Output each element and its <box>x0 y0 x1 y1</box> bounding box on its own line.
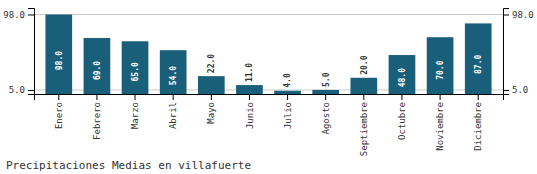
bar <box>465 23 492 94</box>
tick: Mayo <box>206 94 216 124</box>
bar <box>236 85 263 94</box>
bar <box>274 91 301 94</box>
bar <box>312 90 339 94</box>
data-label: 65.0 <box>131 62 140 81</box>
bars <box>45 14 491 94</box>
tick-mark <box>287 94 288 100</box>
plot: Enero Febrero Marzo Abril Mayo Junio Julio Agos… <box>3 9 533 157</box>
data-label: 20.0 <box>360 55 369 74</box>
tick-label: Agosto <box>321 102 331 135</box>
bar <box>389 55 416 94</box>
tick: Septiembre <box>359 94 369 156</box>
tick-label: Enero <box>54 102 64 129</box>
tick-mark <box>503 14 509 15</box>
tick-label: Febrero <box>92 102 102 140</box>
tick-mark <box>96 94 97 100</box>
tick-mark <box>503 90 509 91</box>
tick-label: Diciembre <box>473 102 483 151</box>
tick-mark <box>173 94 174 100</box>
tick-mark <box>440 94 441 100</box>
tick: Febrero <box>92 94 102 140</box>
bar <box>198 76 225 94</box>
tick-mark <box>401 94 402 100</box>
tick-mark <box>363 94 364 100</box>
tick-label: Noviembre <box>435 102 445 151</box>
bar <box>84 38 111 94</box>
data-label: 48.0 <box>398 68 407 87</box>
data-label: 22.0 <box>207 54 216 73</box>
data-label: 4.0 <box>283 73 292 88</box>
y2-axis: 5.0 98.0 <box>503 9 534 96</box>
bar <box>122 41 149 94</box>
tick: Diciembre <box>473 94 483 151</box>
tick-label: Octubre <box>397 102 407 140</box>
axis-line <box>35 95 504 101</box>
tick-label: Mayo <box>206 102 216 124</box>
data-label: 69.0 <box>93 61 102 80</box>
tick-label: Junio <box>245 102 255 129</box>
tick: 5.0 <box>503 85 528 95</box>
axis-line <box>28 9 35 95</box>
tick-label: 98.0 <box>512 10 534 20</box>
y-axis: 5.0 98.0 <box>3 9 34 96</box>
bar <box>427 37 454 94</box>
chart: Enero Febrero Marzo Abril Mayo Junio Julio Agos… <box>0 0 537 174</box>
tick: Octubre <box>397 94 407 140</box>
tick-mark <box>135 94 136 100</box>
tick-label: Abril <box>168 102 178 129</box>
tick: Noviembre <box>435 94 445 151</box>
tick: Agosto <box>321 94 331 135</box>
tick: Julio <box>283 94 293 129</box>
bar <box>45 14 72 94</box>
data-label: 5.0 <box>321 72 330 87</box>
tick-mark <box>249 94 250 100</box>
grid-line <box>34 14 503 15</box>
tick-label: 5.0 <box>512 85 528 95</box>
tick-label: 5.0 <box>9 85 25 95</box>
title: Precipitaciones Medias en villafuerte <box>6 159 251 172</box>
chart-container: Enero Febrero Marzo Abril Mayo Junio Julio Agos… <box>0 0 537 174</box>
tick-label: Julio <box>283 102 293 129</box>
data-label: 70.0 <box>436 60 445 79</box>
tick-label: Marzo <box>130 102 140 129</box>
tick: Junio <box>245 94 255 129</box>
tick: Abril <box>168 94 178 129</box>
tick-mark <box>478 94 479 100</box>
tick: Marzo <box>130 94 140 129</box>
tick: 98.0 <box>503 10 534 20</box>
tick-mark <box>28 90 34 91</box>
data-label: 54.0 <box>169 66 178 85</box>
x-axis: Enero Febrero Marzo Abril Mayo Junio Julio Agos… <box>35 94 504 156</box>
data-label: 87.0 <box>474 55 483 74</box>
tick-label: 98.0 <box>3 10 25 20</box>
tick: Enero <box>54 94 64 129</box>
tick-label: Septiembre <box>359 102 369 156</box>
bar <box>350 78 377 94</box>
tick-mark <box>325 94 326 100</box>
tick-mark <box>211 94 212 100</box>
data-labels: 98.0 69.0 65.0 54.0 22.0 11.0 4.0 5.0 20.0 48.0 70… <box>55 51 483 88</box>
bar <box>160 50 187 94</box>
tick: 5.0 <box>9 85 34 95</box>
tick-mark <box>28 14 34 15</box>
tick: 98.0 <box>3 10 34 20</box>
data-label: 98.0 <box>55 51 64 70</box>
axis-line <box>504 9 510 95</box>
data-label: 11.0 <box>245 63 254 82</box>
tick-mark <box>58 94 59 100</box>
